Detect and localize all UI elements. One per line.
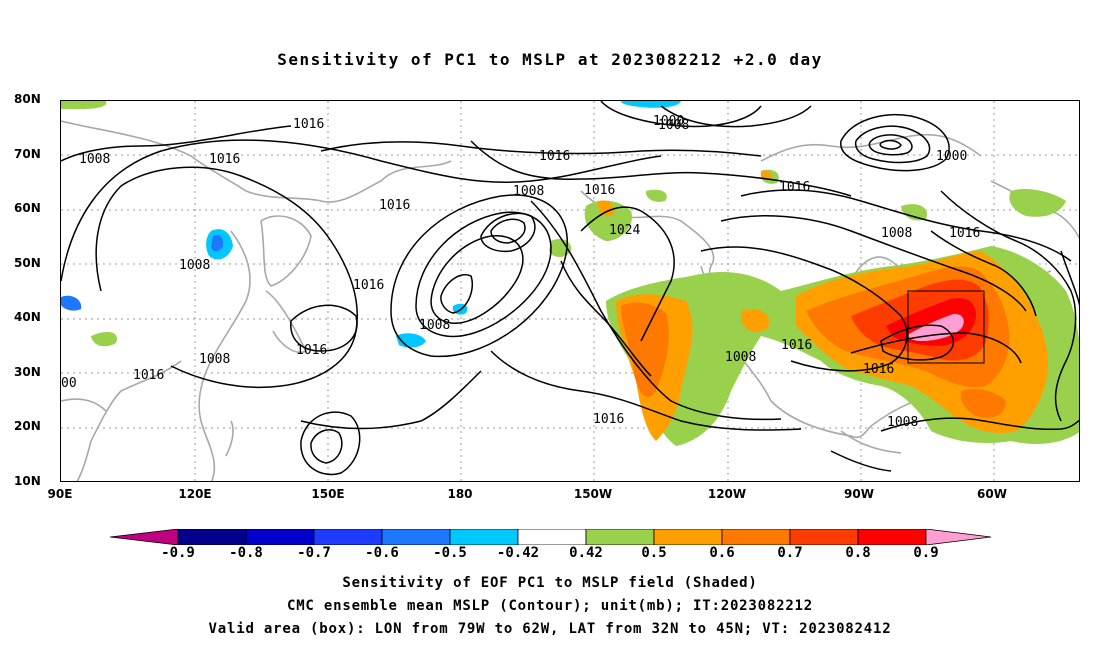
contour-label: 1016 — [209, 152, 240, 167]
colorbar-swatch — [177, 529, 247, 545]
colorbar-swatch — [653, 529, 723, 545]
map-panel: 1016 1008 1016 1016 1008 1016 1016 1024 … — [60, 100, 1080, 482]
colorbar-label: -0.8 — [229, 545, 263, 561]
lat-label-40n: 40N — [14, 310, 41, 324]
contour-label: 1008 — [513, 184, 544, 199]
colorbar-swatch — [449, 529, 519, 545]
colorbar — [110, 529, 992, 545]
lon-label-90e: 90E — [47, 487, 73, 501]
colorbar-swatch — [789, 529, 859, 545]
contour-label: 1016 — [379, 198, 410, 213]
contour-label: 1008 — [881, 226, 912, 241]
contour-labels: 1016 1008 1016 1016 1008 1016 1016 1024 … — [61, 114, 980, 430]
contour-label: 1008 — [419, 318, 450, 333]
contour-label: 1008 — [179, 258, 210, 273]
contour-label: 1016 — [593, 412, 624, 427]
map-canvas: 1016 1008 1016 1016 1008 1016 1016 1024 … — [61, 101, 1079, 481]
colorbar-label: 0.5 — [641, 545, 667, 561]
colorbar-swatch — [925, 529, 992, 545]
lon-label-150w: 150W — [573, 487, 613, 501]
contour-label: 1016 — [779, 180, 810, 195]
contour-label: 1016 — [949, 226, 980, 241]
lon-label-120e: 120E — [178, 487, 212, 501]
contour-label: 1008 — [199, 352, 230, 367]
contour-label: 1008 — [725, 350, 756, 365]
contour-label: 1016 — [584, 183, 615, 198]
colorbar-swatch — [721, 529, 791, 545]
colorbar-label: -0.6 — [365, 545, 399, 561]
lon-label-90w: 90W — [844, 487, 874, 501]
colorbar-swatch — [857, 529, 927, 545]
lat-label-30n: 30N — [14, 365, 41, 379]
caption-valid-area: Valid area (box): LON from 79W to 62W, L… — [208, 621, 892, 637]
lat-label-60n: 60N — [14, 201, 41, 215]
lon-label-60w: 60W — [977, 487, 1007, 501]
colorbar-swatch — [381, 529, 451, 545]
colorbar-swatch — [517, 529, 587, 545]
mslp-contours — [61, 101, 1079, 476]
valid-area-box — [907, 290, 985, 364]
contour-label: 1016 — [781, 338, 812, 353]
lat-label-20n: 20N — [14, 419, 41, 433]
colorbar-label: 0.42 — [569, 545, 603, 561]
contour-label: 1008 — [658, 118, 689, 133]
lat-label-10n: 10N — [14, 474, 41, 488]
contour-label: 1016 — [353, 278, 384, 293]
colorbar-label: 0.7 — [777, 545, 803, 561]
lat-label-50n: 50N — [14, 256, 41, 270]
colorbar-swatch — [245, 529, 315, 545]
contour-label: 1000 — [653, 114, 684, 129]
colorbar-label: -0.7 — [297, 545, 331, 561]
contour-label: 1016 — [539, 149, 570, 164]
lon-label-150e: 150E — [311, 487, 345, 501]
caption-shading: Sensitivity of EOF PC1 to MSLP field (Sh… — [342, 575, 758, 591]
contour-label: 1016 — [863, 362, 894, 377]
colorbar-label: 0.8 — [845, 545, 871, 561]
sensitivity-shading — [61, 101, 1079, 446]
contour-label: 1016 — [296, 343, 327, 358]
colorbar-swatch — [313, 529, 383, 545]
lon-label-120w: 120W — [707, 487, 747, 501]
contour-label: 1016 — [293, 117, 324, 132]
colorbar-label: 0.6 — [709, 545, 735, 561]
contour-label: 1008 — [887, 415, 918, 430]
contour-label: 1008 — [79, 152, 110, 167]
colorbar-label: -0.42 — [496, 545, 540, 561]
colorbar-label: -0.5 — [433, 545, 467, 561]
lat-label-70n: 70N — [14, 147, 41, 161]
contour-label: 1016 — [133, 368, 164, 383]
colorbar-label: -0.9 — [161, 545, 195, 561]
colorbar-swatch — [110, 529, 179, 545]
colorbar-swatch — [585, 529, 655, 545]
lat-label-80n: 80N — [14, 92, 41, 106]
map-title: Sensitivity of PC1 to MSLP at 2023082212… — [277, 50, 823, 69]
contour-edge-label: 00 — [61, 376, 77, 391]
contour-label: 1000 — [936, 149, 967, 164]
contour-label: 1024 — [609, 223, 640, 238]
lon-label-180: 180 — [447, 487, 473, 501]
caption-contour: CMC ensemble mean MSLP (Contour); unit(m… — [286, 598, 814, 614]
colorbar-label: 0.9 — [913, 545, 939, 561]
